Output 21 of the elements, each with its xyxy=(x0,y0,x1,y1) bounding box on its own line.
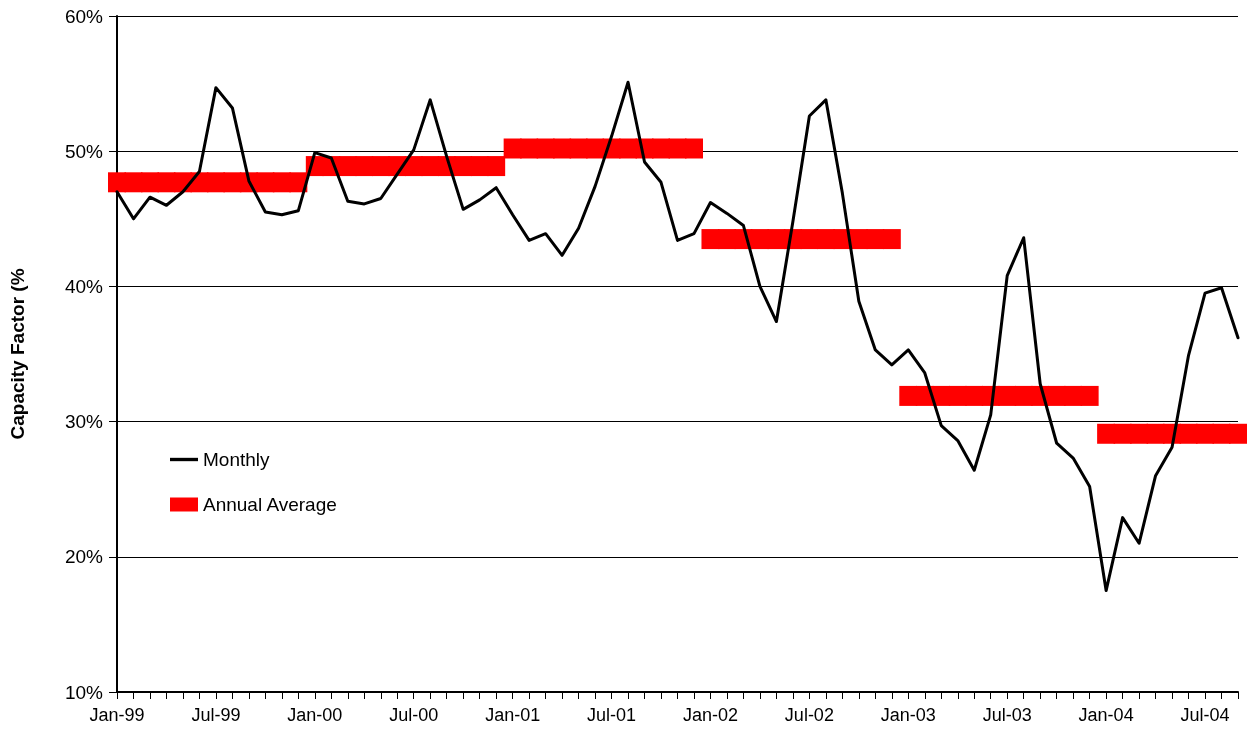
y-axis-title: Capacity Factor (% xyxy=(7,268,28,440)
y-tick-label: 20% xyxy=(64,546,104,568)
y-tick-label: 40% xyxy=(64,275,104,297)
legend-label: Annual Average xyxy=(203,494,337,515)
x-tick-label: Jan-03 xyxy=(880,705,936,725)
y-tick-label: 50% xyxy=(64,140,104,162)
x-tick-label: Jan-00 xyxy=(287,705,343,725)
x-tick-label: Jul-01 xyxy=(587,705,637,725)
legend-label: Monthly xyxy=(203,449,271,470)
x-tick-label: Jul-04 xyxy=(1180,705,1230,725)
y-tick-label: 30% xyxy=(64,411,104,433)
x-tick-label: Jan-99 xyxy=(89,705,145,725)
x-tick-label: Jan-04 xyxy=(1078,705,1134,725)
y-tick-label: 10% xyxy=(64,681,104,703)
x-tick-label: Jul-02 xyxy=(784,705,834,725)
y-tick-label: 60% xyxy=(64,5,104,27)
x-tick-label: Jan-02 xyxy=(682,705,738,725)
x-tick-label: Jul-03 xyxy=(982,705,1032,725)
x-tick-label: Jul-00 xyxy=(389,705,439,725)
x-tick-label: Jul-99 xyxy=(191,705,241,725)
x-tick-label: Jan-01 xyxy=(485,705,541,725)
